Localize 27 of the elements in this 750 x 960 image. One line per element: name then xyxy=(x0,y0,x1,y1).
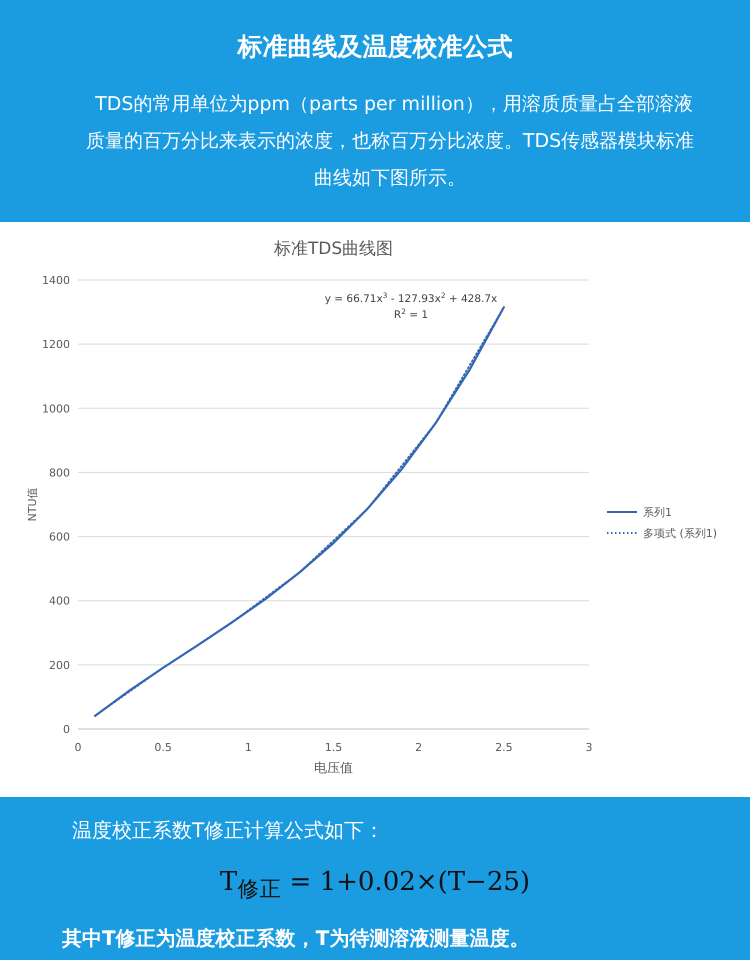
x-tick-label: 0.5 xyxy=(154,741,172,754)
annotation: R$^{2}$ = 1 xyxy=(394,306,428,321)
text: 标准曲线及温度校准公式 xyxy=(236,31,514,63)
x-tick-label: 2.5 xyxy=(495,741,513,754)
y-axis-title: NTU值 xyxy=(26,488,39,522)
y-tick-label: 800 xyxy=(49,466,70,480)
text: T$_{修正}$ = 1+0.02×(T−25) xyxy=(218,867,532,904)
legend-label: 系列1 xyxy=(643,506,672,519)
annotation: y = 66.71x$^{3}$ - 127.93x$^{2}$ + 428.7x xyxy=(324,290,498,305)
y-tick-label: 200 xyxy=(49,658,70,672)
y-tick-label: 0 xyxy=(63,723,70,736)
y-tick-label: 1200 xyxy=(42,338,70,352)
x-axis-title: 电压值 xyxy=(314,761,353,776)
x-tick-label: 3 xyxy=(586,741,592,754)
text: 其中T修正为温度校正系数，T为待测溶液测量温度。 xyxy=(62,925,530,952)
y-tick-label: 600 xyxy=(49,530,70,544)
chart-title: 标准TDS曲线图 xyxy=(272,239,394,259)
legend-label: 多项式 (系列1) xyxy=(643,527,718,540)
y-tick-label: 400 xyxy=(49,594,70,608)
y-tick-label: 1400 xyxy=(42,274,70,287)
y-tick-label: 1000 xyxy=(42,402,70,416)
text: 温度校正系数T修正计算公式如下： xyxy=(72,817,384,844)
x-tick-label: 0 xyxy=(74,741,82,754)
x-tick-label: 2 xyxy=(415,741,422,754)
text: TDS的常用单位为ppm（parts per million），用溶质质量占全部溶液质量的百万分比来表示的浓度，也称百万分比浓度。TDS传感器模块标准曲线如下图所示。 xyxy=(84,92,696,191)
x-tick-label: 1.5 xyxy=(324,741,342,754)
x-tick-label: 1 xyxy=(244,741,252,754)
